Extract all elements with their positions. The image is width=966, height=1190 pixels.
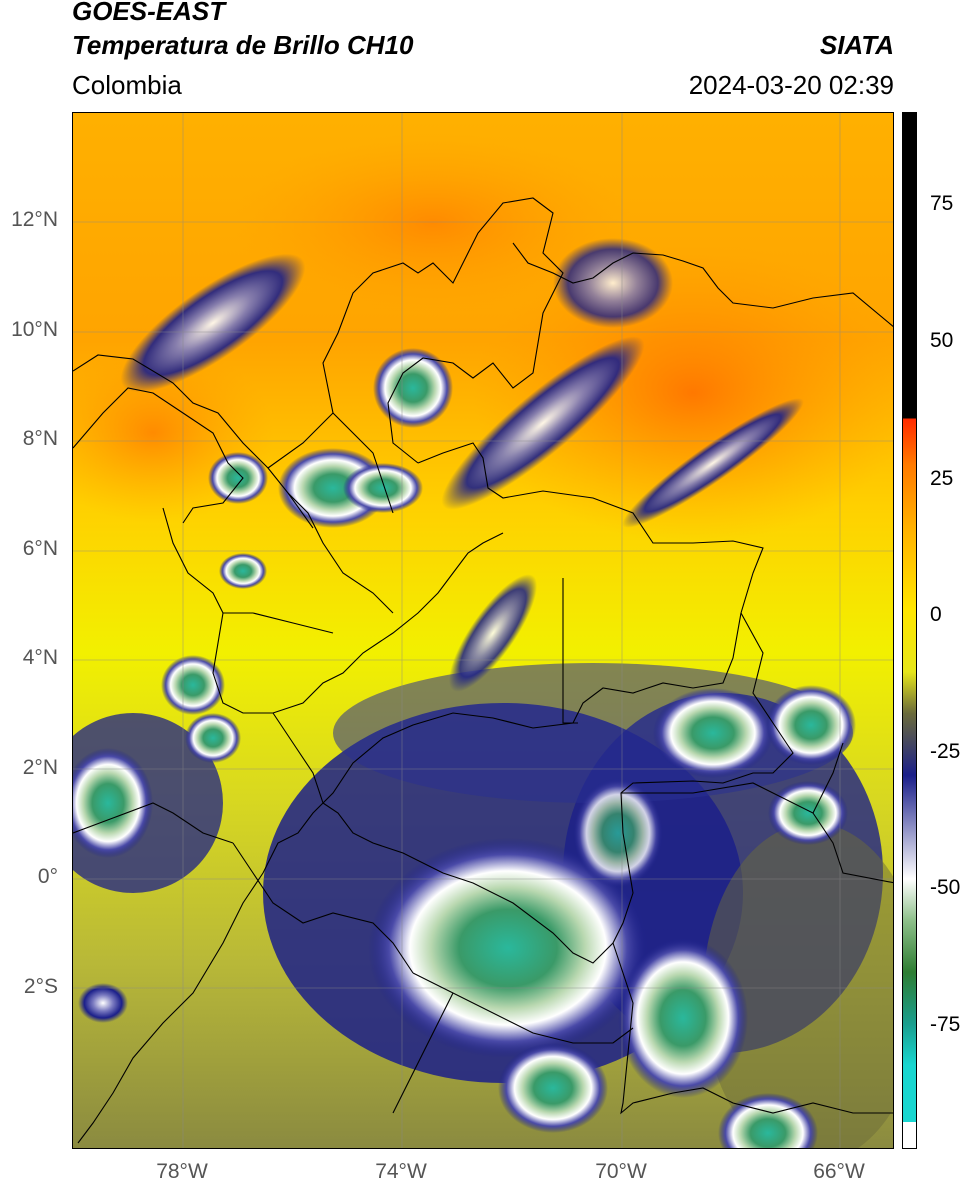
lon-label: 74°W — [375, 1160, 427, 1183]
colorbar-tick: 0 — [930, 603, 942, 626]
lat-label: 12°N — [11, 208, 58, 231]
lat-label: 0° — [37, 865, 58, 888]
map-image — [73, 113, 893, 1148]
colorbar-tick: 50 — [930, 329, 954, 352]
colorbar-tick: -50 — [930, 876, 961, 899]
lat-label: 2°N — [22, 756, 58, 779]
satellite-title: GOES-EAST — [72, 0, 226, 26]
temperature-colorbar — [902, 112, 917, 1149]
lon-label: 78°W — [156, 1160, 208, 1183]
source-label: SIATA — [819, 30, 894, 60]
satellite-map[interactable] — [72, 112, 894, 1149]
region-label: Colombia — [72, 70, 182, 100]
lon-label: 66°W — [813, 1160, 865, 1183]
lon-label: 70°W — [595, 1160, 647, 1183]
colorbar-tick: 25 — [930, 467, 954, 490]
lat-label: 8°N — [22, 427, 58, 450]
lat-label: 6°N — [22, 537, 58, 560]
colorbar-tick: 75 — [930, 192, 954, 215]
lat-label: 10°N — [11, 318, 58, 341]
lat-label: 2°S — [23, 975, 58, 998]
datetime-label: 2024-03-20 02:39 — [688, 70, 894, 100]
colorbar-tick: -25 — [930, 740, 961, 763]
product-title: Temperatura de Brillo CH10 — [72, 30, 414, 60]
lat-label: 4°N — [22, 646, 58, 669]
colorbar-tick: -75 — [930, 1013, 961, 1036]
